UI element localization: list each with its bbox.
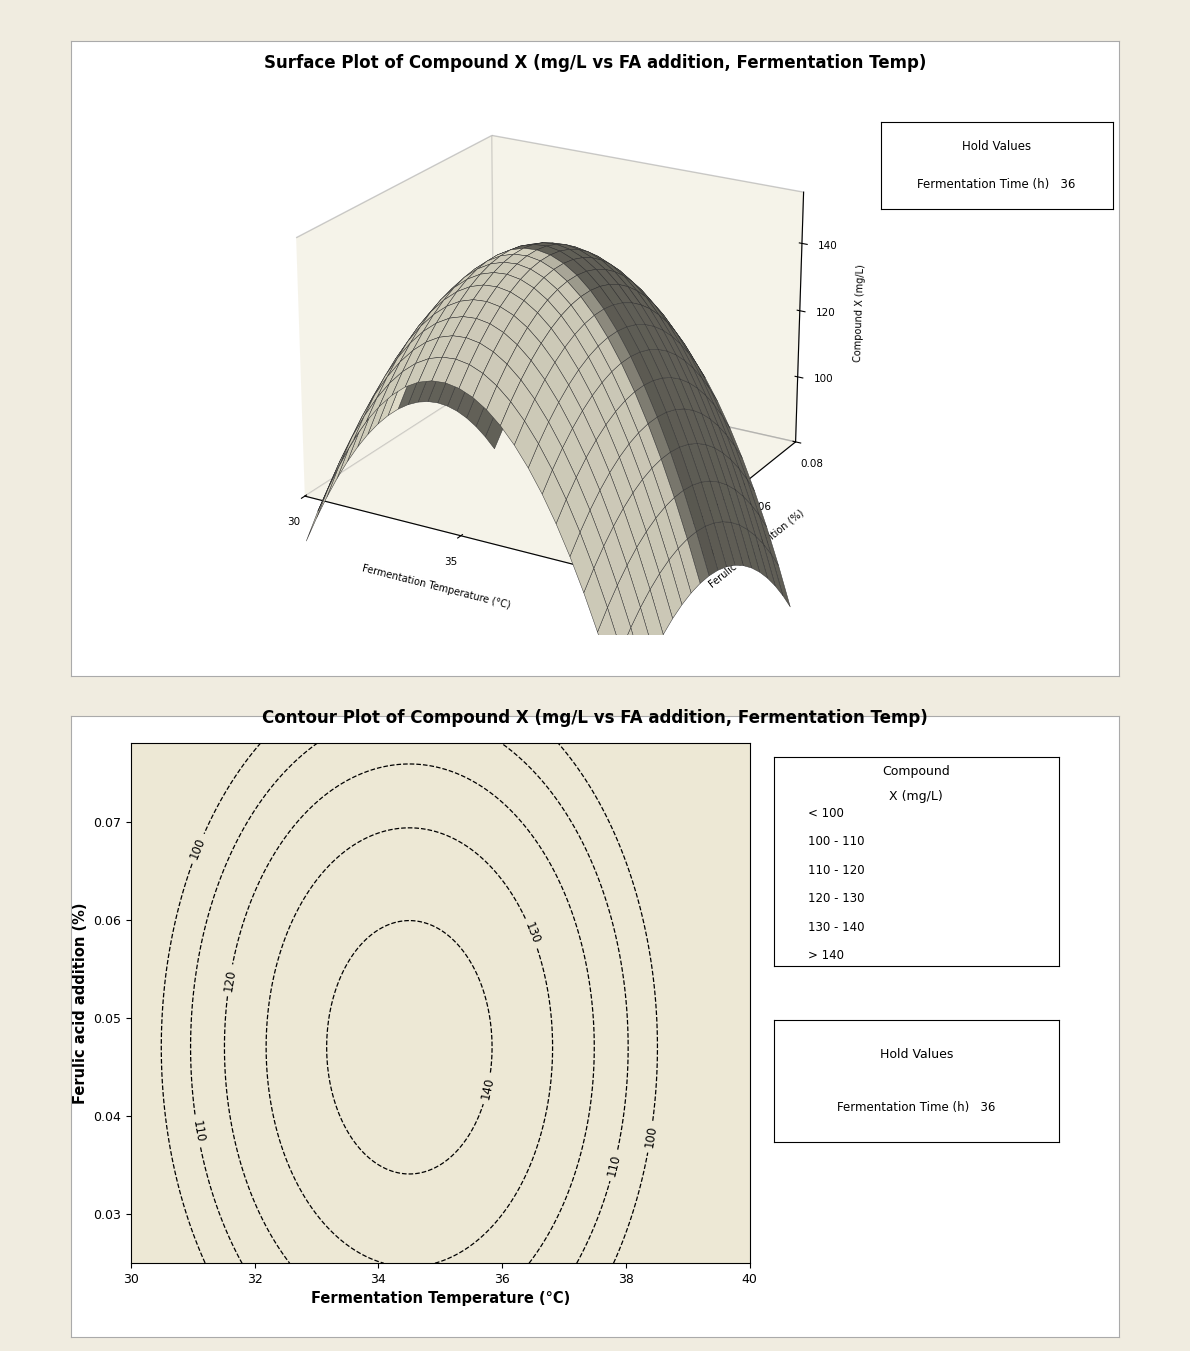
Text: Contour Plot of Compound X (mg/L vs FA addition, Fermentation Temp): Contour Plot of Compound X (mg/L vs FA a… xyxy=(262,709,928,727)
X-axis label: Fermentation Temperature (°C): Fermentation Temperature (°C) xyxy=(311,1292,570,1306)
Text: 130: 130 xyxy=(521,920,541,946)
Text: X (mg/L): X (mg/L) xyxy=(889,790,944,802)
Text: 110: 110 xyxy=(606,1152,624,1178)
Text: 100: 100 xyxy=(643,1125,658,1148)
Text: Fermentation Time (h)   36: Fermentation Time (h) 36 xyxy=(837,1101,996,1115)
Text: 140: 140 xyxy=(478,1077,496,1101)
X-axis label: Fermentation Temperature (°C): Fermentation Temperature (°C) xyxy=(361,563,512,611)
Text: Hold Values: Hold Values xyxy=(879,1047,953,1061)
Y-axis label: Ferulic acid addition (%): Ferulic acid addition (%) xyxy=(73,902,88,1104)
Text: 100: 100 xyxy=(188,836,208,862)
Text: 110: 110 xyxy=(189,1120,206,1144)
Text: Fermentation Time (h)   36: Fermentation Time (h) 36 xyxy=(917,178,1076,192)
Text: 120 - 130: 120 - 130 xyxy=(808,892,864,905)
Text: 130 - 140: 130 - 140 xyxy=(808,920,864,934)
Text: Surface Plot of Compound X (mg/L vs FA addition, Fermentation Temp): Surface Plot of Compound X (mg/L vs FA a… xyxy=(264,54,926,72)
Text: Compound: Compound xyxy=(883,765,950,778)
Text: 110 - 120: 110 - 120 xyxy=(808,863,864,877)
Text: 100 - 110: 100 - 110 xyxy=(808,835,864,848)
Y-axis label: Ferulic acid addition (%): Ferulic acid addition (%) xyxy=(707,508,806,589)
Text: Hold Values: Hold Values xyxy=(962,139,1032,153)
Text: 120: 120 xyxy=(221,969,238,993)
Text: > 140: > 140 xyxy=(808,948,844,962)
Text: < 100: < 100 xyxy=(808,807,844,820)
